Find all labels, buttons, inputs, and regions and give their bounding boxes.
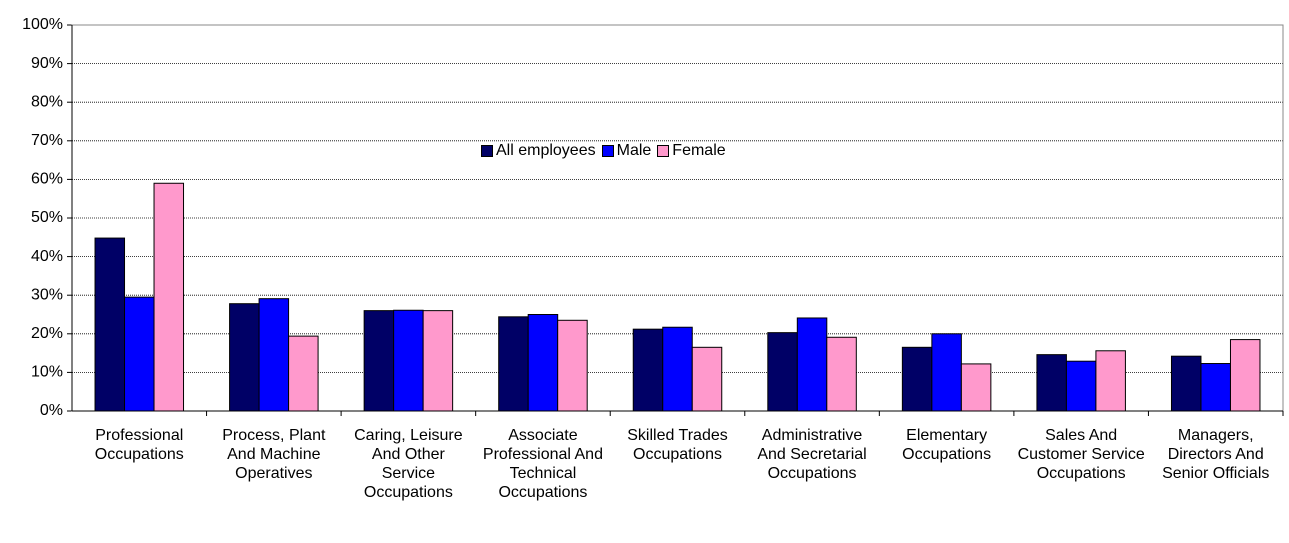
bar	[931, 333, 962, 412]
legend-swatch	[657, 145, 670, 157]
bar	[796, 317, 828, 412]
y-tick-label: 20%	[31, 325, 63, 342]
bar	[767, 332, 798, 412]
bar	[1229, 339, 1261, 412]
bar	[1095, 350, 1126, 412]
y-tick-label: 40%	[31, 248, 63, 265]
bar	[960, 363, 992, 412]
bar	[498, 316, 529, 412]
x-tick-label: Skilled Trades Occupations	[627, 427, 728, 463]
x-tick-label: Associate Professional And Technical Occ…	[482, 427, 603, 501]
bar	[557, 319, 588, 412]
bar	[94, 237, 126, 412]
legend-item: All employees	[481, 142, 596, 160]
bar	[288, 335, 319, 412]
y-tick-label: 70%	[31, 132, 63, 149]
y-tick-label: 80%	[31, 93, 63, 110]
bar	[1200, 363, 1231, 412]
bar	[662, 326, 693, 412]
bar	[258, 298, 290, 412]
x-tick-label: Administrative And Secretarial Occupatio…	[757, 427, 867, 482]
bar	[363, 310, 395, 412]
y-tick-label: 10%	[31, 364, 63, 381]
legend-label: Male	[616, 142, 652, 159]
y-tick-label: 30%	[31, 286, 63, 303]
bar	[422, 310, 454, 412]
bar	[124, 296, 155, 412]
x-tick-label: Caring, Leisure And Other Service Occupa…	[354, 427, 463, 501]
bar	[1036, 354, 1067, 412]
bar	[393, 309, 424, 412]
x-tick-label: Elementary Occupations	[902, 427, 992, 463]
y-tick-label: 50%	[31, 209, 63, 226]
x-tick-label: Sales And Customer Service Occupations	[1017, 427, 1145, 482]
bar	[1065, 360, 1097, 412]
x-tick-label: Managers, Directors And Senior Officials	[1162, 427, 1270, 482]
legend-label: Female	[672, 142, 726, 159]
bar	[527, 314, 559, 412]
bar	[691, 346, 723, 412]
legend-swatch	[481, 145, 493, 157]
bar	[826, 336, 857, 412]
y-tick-label: 90%	[31, 55, 63, 72]
bar	[153, 182, 185, 412]
y-tick-label: 0%	[40, 402, 63, 419]
legend-item: Female	[657, 142, 726, 160]
bar	[632, 328, 664, 412]
bar	[1170, 355, 1202, 412]
x-tick-label: Professional Occupations	[94, 427, 184, 463]
y-tick-label: 100%	[22, 16, 63, 33]
bar	[229, 303, 260, 412]
bar	[901, 346, 933, 412]
legend-swatch	[601, 145, 614, 157]
legend-item: Male	[601, 142, 652, 160]
legend-label: All employees	[496, 142, 596, 159]
x-tick-label: Process, Plant And Machine Operatives	[222, 427, 326, 482]
y-tick-label: 60%	[31, 171, 63, 188]
legend: All employees Male Female	[481, 142, 726, 160]
